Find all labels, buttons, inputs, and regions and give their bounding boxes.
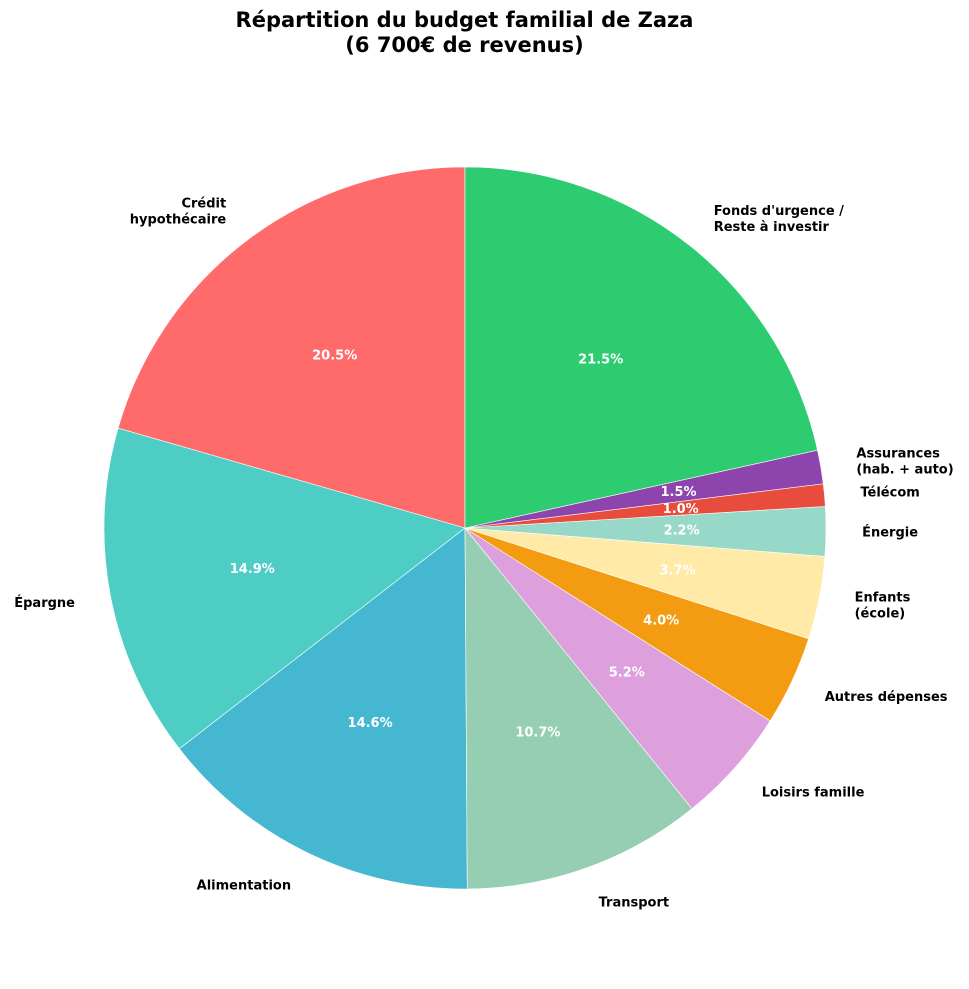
pie-pct-label-assurances-hab-auto: 1.5%	[660, 485, 696, 500]
pie-pct-label-alimentation: 14.6%	[348, 716, 393, 731]
pie-category-label-line: Autres dépenses	[825, 690, 948, 705]
chart-title: Répartition du budget familial de Zaza (…	[0, 8, 929, 58]
pie-slice-fonds-d-urgence-reste-a-investir	[464, 166, 818, 529]
chart-title-line-1: Répartition du budget familial de Zaza	[235, 8, 694, 32]
pie-pct-label-enfants-ecole: 3.7%	[659, 564, 695, 579]
pie-pct-label-fonds-d-urgence-reste-a-investir: 21.5%	[578, 353, 623, 368]
pie-pct-label-transport: 10.7%	[515, 726, 560, 741]
pie-pct-label-telecom: 1.0%	[663, 502, 699, 517]
pie-category-label-assurances-hab-auto: Assurances (hab. + auto)	[856, 446, 953, 477]
pie-category-label-line: (hab. + auto)	[856, 462, 953, 477]
pie-category-label-line: Enfants	[855, 591, 911, 606]
pie-category-label-transport: Transport	[599, 896, 669, 911]
pie-pct-label-loisirs-famille: 5.2%	[609, 666, 645, 681]
pie-category-label-line: hypothécaire	[130, 212, 227, 227]
pie-category-label-line: Fonds d'urgence /	[714, 204, 844, 219]
pie-category-label-energie: Énergie	[862, 524, 918, 540]
pie-category-label-enfants-ecole: Enfants (école)	[855, 591, 911, 622]
pie-pct-label-credit-hypothecaire: 20.5%	[312, 349, 357, 364]
pie-category-label-line: Énergie	[862, 524, 918, 540]
pie-category-label-line: Alimentation	[197, 879, 291, 894]
pie-slice-credit-hypothecaire	[117, 166, 466, 529]
pie-category-label-line: Télécom	[860, 485, 919, 500]
pie-pct-label-energie: 2.2%	[664, 524, 700, 539]
pie-category-label-credit-hypothecaire: Crédit hypothécaire	[130, 196, 227, 227]
pie-pct-label-autres-depenses: 4.0%	[643, 613, 679, 628]
pie-category-label-telecom: Télécom	[860, 485, 919, 500]
pie-category-label-line: Crédit	[181, 196, 226, 211]
pie-category-label-loisirs-famille: Loisirs famille	[762, 786, 865, 801]
chart-subtitle: (6 700€ de revenus)	[345, 33, 584, 57]
pie-slice-alimentation	[178, 527, 468, 890]
pie-slice-epargne	[103, 427, 466, 750]
pie-category-label-alimentation: Alimentation	[197, 879, 291, 894]
pie-category-label-line: (école)	[855, 607, 906, 622]
pie-category-label-line: Loisirs famille	[762, 786, 865, 801]
pie-category-label-line: Assurances	[856, 446, 940, 461]
pie-category-label-line: Épargne	[14, 595, 75, 611]
pie-category-label-fonds-d-urgence-reste-a-investir: Fonds d'urgence / Reste à investir	[714, 204, 844, 235]
pie-slice-transport	[464, 527, 693, 890]
pie-category-label-line: Transport	[599, 896, 669, 911]
pie-pct-label-epargne: 14.9%	[230, 562, 275, 577]
pie-category-label-epargne: Épargne	[14, 595, 75, 611]
pie-category-label-autres-depenses: Autres dépenses	[825, 690, 948, 705]
pie-category-label-line: Reste à investir	[714, 220, 830, 235]
